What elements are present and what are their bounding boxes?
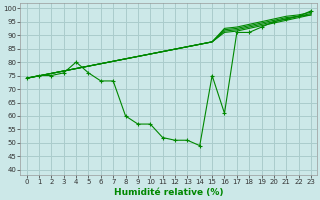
X-axis label: Humidité relative (%): Humidité relative (%) xyxy=(114,188,224,197)
